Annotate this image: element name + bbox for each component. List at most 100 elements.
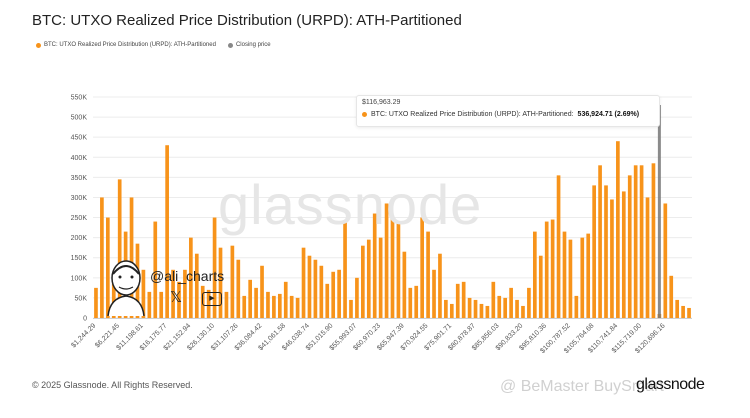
bar[interactable] xyxy=(94,287,98,318)
bar[interactable] xyxy=(141,269,146,318)
bar[interactable] xyxy=(687,307,691,318)
bar[interactable] xyxy=(129,197,134,318)
bar[interactable] xyxy=(100,197,104,318)
bar[interactable] xyxy=(254,287,258,318)
bar[interactable] xyxy=(473,299,478,318)
bar[interactable] xyxy=(242,295,247,318)
bar[interactable] xyxy=(277,293,282,318)
bar[interactable] xyxy=(355,277,359,318)
bar[interactable] xyxy=(432,269,436,318)
bar[interactable] xyxy=(218,247,223,318)
bar[interactable] xyxy=(390,217,395,318)
chart-bars[interactable] xyxy=(94,141,691,318)
legend-item-closing[interactable]: Closing price xyxy=(227,42,271,48)
bar[interactable] xyxy=(230,245,235,318)
bar[interactable] xyxy=(372,213,377,318)
bar[interactable] xyxy=(438,253,442,318)
bar[interactable] xyxy=(260,265,264,318)
bar[interactable] xyxy=(527,287,531,318)
bar[interactable] xyxy=(224,291,229,318)
bar[interactable] xyxy=(574,295,579,318)
legend-item-series[interactable]: BTC: UTXO Realized Price Distribution (U… xyxy=(36,42,216,48)
bar[interactable] xyxy=(627,175,632,318)
bar[interactable] xyxy=(509,287,513,318)
bar[interactable] xyxy=(420,217,424,318)
bar[interactable] xyxy=(426,231,430,318)
bar[interactable] xyxy=(414,285,419,318)
bar[interactable] xyxy=(532,231,537,318)
bar[interactable] xyxy=(485,305,490,318)
bar[interactable] xyxy=(313,259,318,318)
bar[interactable] xyxy=(621,191,626,318)
bar[interactable] xyxy=(550,219,555,318)
bar[interactable] xyxy=(669,275,674,318)
bar[interactable] xyxy=(307,255,312,318)
bar[interactable] xyxy=(189,237,193,318)
bar[interactable] xyxy=(384,203,389,318)
bar[interactable] xyxy=(461,281,466,318)
bar[interactable] xyxy=(159,291,164,318)
bar[interactable] xyxy=(568,239,573,318)
bar[interactable] xyxy=(651,163,656,318)
bar[interactable] xyxy=(645,197,650,318)
bar[interactable] xyxy=(521,305,525,318)
bar[interactable] xyxy=(301,247,306,318)
bar[interactable] xyxy=(117,179,122,318)
bar[interactable] xyxy=(349,299,353,318)
bar[interactable] xyxy=(206,289,211,318)
bar[interactable] xyxy=(663,203,668,318)
bar[interactable] xyxy=(681,305,685,318)
bar[interactable] xyxy=(556,175,561,318)
bar[interactable] xyxy=(479,303,484,318)
bar[interactable] xyxy=(343,221,347,318)
bar[interactable] xyxy=(177,281,181,318)
bar[interactable] xyxy=(266,291,270,318)
bar[interactable] xyxy=(633,165,638,318)
bar[interactable] xyxy=(194,253,199,318)
bar[interactable] xyxy=(153,221,158,318)
bar[interactable] xyxy=(538,255,543,318)
bar[interactable] xyxy=(295,297,300,318)
bar[interactable] xyxy=(598,165,602,318)
bar[interactable] xyxy=(604,185,608,318)
bar[interactable] xyxy=(562,231,567,318)
bar[interactable] xyxy=(165,145,169,318)
bar[interactable] xyxy=(289,295,294,318)
bar[interactable] xyxy=(592,185,596,318)
bar[interactable] xyxy=(455,283,460,318)
bar[interactable] xyxy=(366,239,371,318)
bar[interactable] xyxy=(586,233,591,318)
bar[interactable] xyxy=(467,297,472,318)
bar[interactable] xyxy=(248,279,253,318)
bar[interactable] xyxy=(171,269,175,318)
bar[interactable] xyxy=(491,281,496,318)
bar[interactable] xyxy=(610,199,614,318)
bar[interactable] xyxy=(580,237,585,318)
bar[interactable] xyxy=(378,237,383,318)
bar[interactable] xyxy=(325,283,330,318)
bar[interactable] xyxy=(105,217,110,318)
bar[interactable] xyxy=(147,291,152,318)
bar[interactable] xyxy=(361,245,365,318)
bar[interactable] xyxy=(616,141,620,318)
bar[interactable] xyxy=(337,269,341,318)
bar[interactable] xyxy=(396,223,401,318)
bar[interactable] xyxy=(402,251,407,318)
bar[interactable] xyxy=(408,287,413,318)
bar[interactable] xyxy=(503,297,508,318)
bar[interactable] xyxy=(444,299,448,318)
bar[interactable] xyxy=(236,259,241,318)
bar[interactable] xyxy=(675,299,680,318)
bar[interactable] xyxy=(497,295,502,318)
bar[interactable] xyxy=(283,281,288,318)
bar[interactable] xyxy=(183,269,187,318)
bar[interactable] xyxy=(319,265,324,318)
bar[interactable] xyxy=(515,299,519,318)
bar[interactable] xyxy=(449,303,454,318)
bar[interactable] xyxy=(544,221,549,318)
bar[interactable] xyxy=(639,165,644,318)
bar[interactable] xyxy=(331,271,336,318)
bar[interactable] xyxy=(212,217,217,318)
bar[interactable] xyxy=(111,277,116,318)
bar[interactable] xyxy=(272,295,276,318)
